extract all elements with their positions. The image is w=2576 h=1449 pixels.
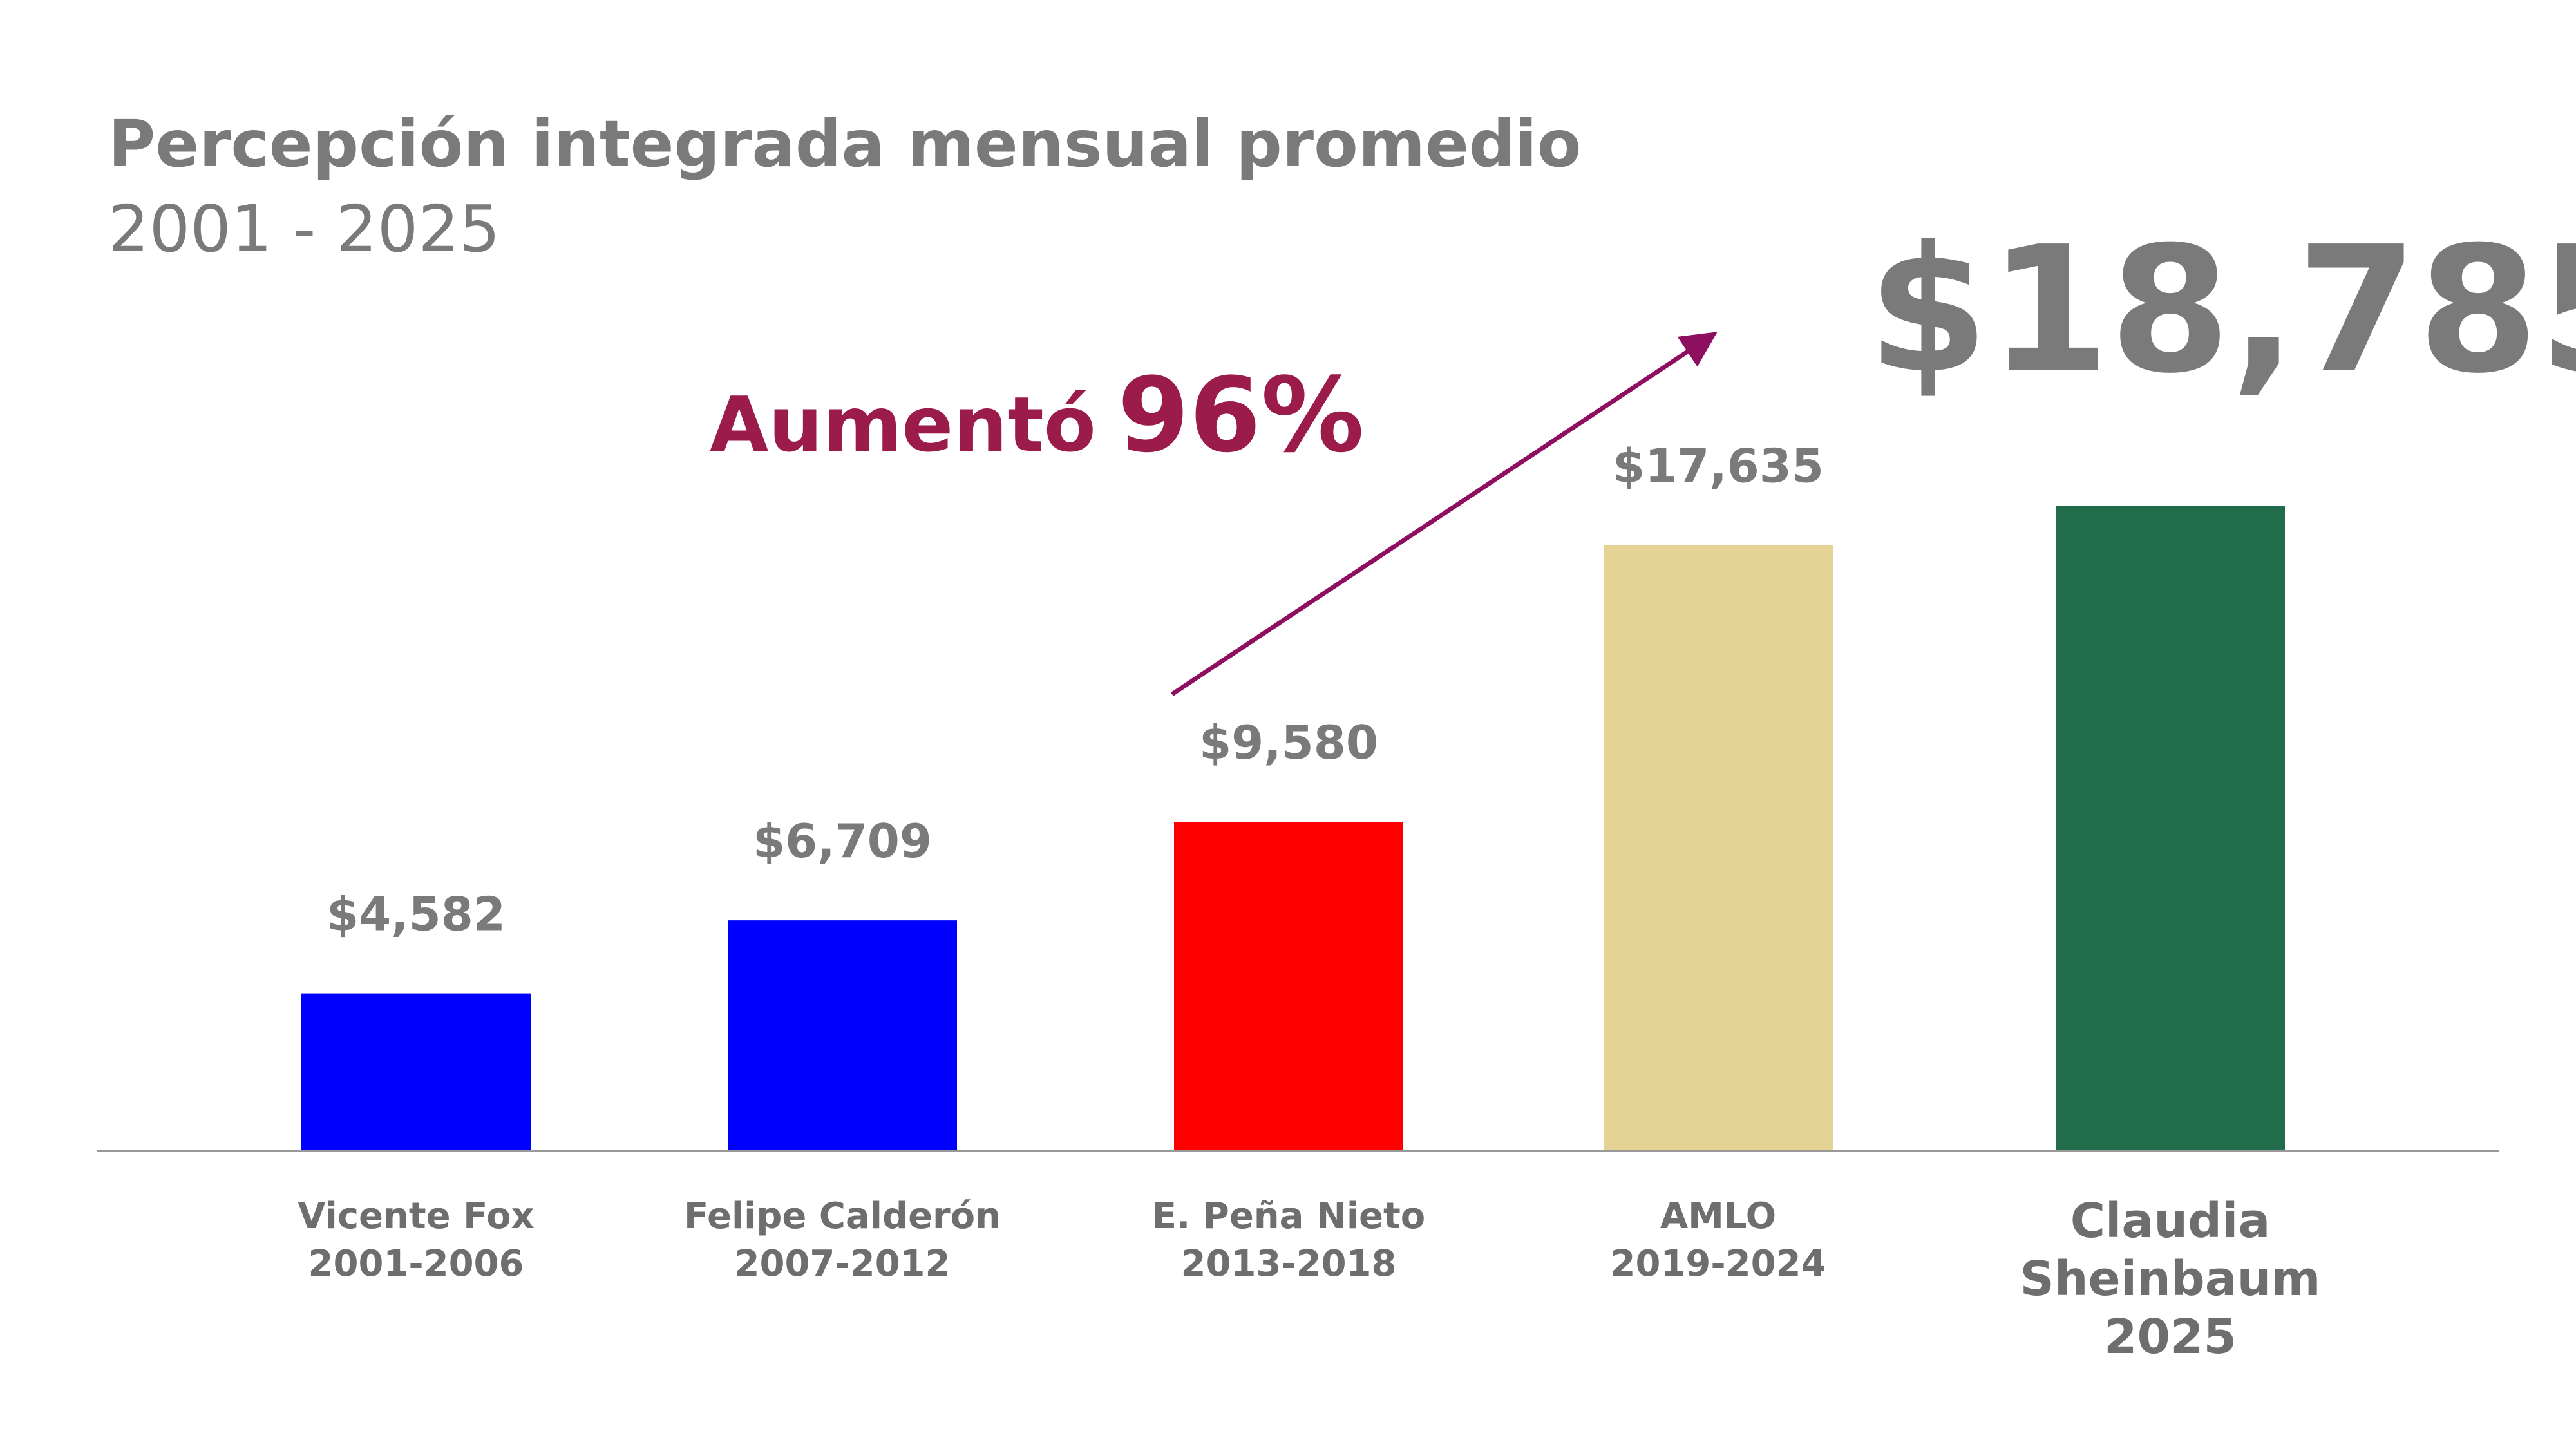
category-label-5-line-1: Claudia: [2070, 1193, 2271, 1249]
category-label-5-line-2: Sheinbaum: [2020, 1251, 2321, 1307]
increase-value: 96%: [1117, 355, 1364, 475]
data-label-3: $9,580: [1199, 715, 1378, 770]
increase-text: Aumentó 96%: [710, 355, 1364, 475]
category-label-4-line-2: 2019-2024: [1611, 1243, 1826, 1285]
category-label-1-line-1: Vicente Fox: [298, 1195, 534, 1237]
bar-4: [1604, 545, 1833, 1151]
chart-title: Percepción integrada mensual promedio: [108, 106, 1581, 182]
category-label-3-line-1: E. Peña Nieto: [1152, 1195, 1425, 1237]
bars-layer: [301, 506, 2285, 1151]
data-label-4: $17,635: [1613, 439, 1824, 493]
increase-prefix: Aumentó: [710, 380, 1096, 469]
category-label-3-line-2: 2013-2018: [1181, 1243, 1397, 1285]
increase-arrow: [1171, 332, 1718, 696]
category-label-5-line-3: 2025: [2104, 1309, 2237, 1365]
data-label-1: $4,582: [327, 887, 506, 942]
category-label-2-line-2: 2007-2012: [735, 1243, 951, 1285]
bar-3: [1174, 821, 1403, 1151]
data-label-2: $6,709: [753, 814, 932, 868]
category-label-2-line-1: Felipe Calderón: [684, 1195, 1001, 1237]
chart-subtitle: 2001 - 2025: [108, 191, 500, 267]
highlight-value-label: $18,785: [1868, 209, 2576, 412]
bar-1: [301, 993, 531, 1151]
labels-layer: $4,582 Vicente Fox 2001-2006 $6,709 Felipe C…: [298, 439, 2320, 1365]
category-label-4-line-1: AMLO: [1660, 1195, 1776, 1237]
bar-5: [2056, 506, 2285, 1151]
category-label-1-line-2: 2001-2006: [308, 1243, 524, 1285]
increase-annotation: Aumentó 96%: [710, 332, 1718, 696]
bar-2: [728, 920, 957, 1151]
